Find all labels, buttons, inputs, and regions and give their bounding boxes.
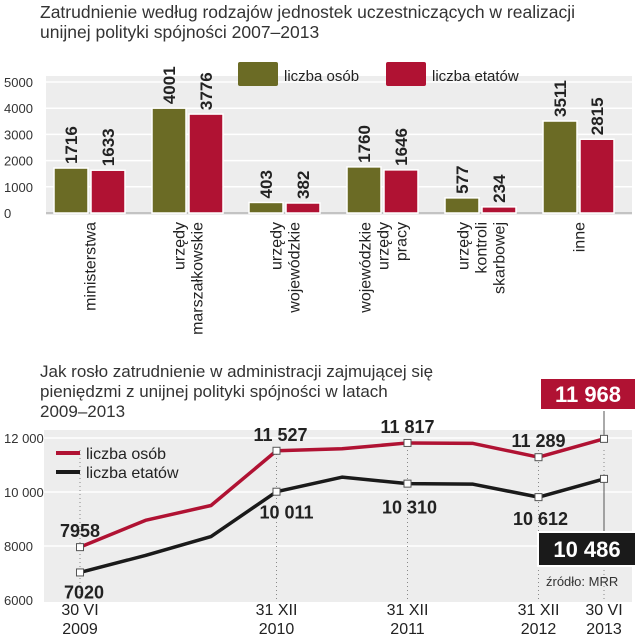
bar-chart: 0 1000 2000 3000 4000 5000 liczba osób liczba e… — [4, 62, 632, 335]
y-tick-label: 3000 — [4, 127, 33, 142]
category-label: urzędy — [172, 222, 189, 270]
bar-value-label: 3511 — [551, 80, 570, 117]
x-tick-label: 2010 — [259, 621, 295, 638]
y-tick-label: 6000 — [4, 593, 33, 608]
x-tick-label: 2012 — [521, 621, 557, 638]
plot-background — [44, 430, 632, 602]
y-tick-label: 8000 — [4, 539, 33, 554]
category-label: wojewódzkie — [287, 222, 304, 314]
y-tick-label: 5000 — [4, 75, 33, 90]
data-point-marker — [272, 487, 281, 496]
data-point-marker — [76, 568, 84, 577]
bar-etatow — [188, 113, 224, 214]
data-point-marker — [534, 453, 543, 462]
bar-osob — [346, 166, 382, 214]
source-note: źródło: MRR — [546, 574, 619, 589]
category-label: ministerstwa — [83, 222, 100, 311]
data-point-marker — [76, 543, 84, 552]
category-label: pracy — [394, 222, 411, 261]
bar-value-label: 1633 — [99, 128, 118, 166]
category-label: marszałkowskie — [190, 222, 207, 335]
x-tick-label: 2011 — [390, 621, 425, 638]
bar-value-label: 403 — [257, 170, 276, 198]
boxed-label-bg — [537, 531, 637, 567]
bar-value-label: 3776 — [197, 72, 216, 110]
data-point-marker — [600, 434, 608, 443]
bar-osob — [444, 197, 480, 214]
bar-osob — [248, 201, 284, 214]
legend-swatch-etatow — [386, 62, 426, 86]
series-line-osob — [79, 437, 605, 549]
category-label: inne — [572, 222, 589, 252]
point-value-label: 11 289 — [511, 431, 565, 451]
point-value-label: 10 310 — [382, 498, 437, 518]
bar-etatow — [481, 206, 517, 214]
legend-swatch-osob — [238, 62, 278, 86]
category-label: skarbowej — [492, 222, 509, 294]
data-point-marker — [403, 438, 412, 447]
bar-value-label: 2815 — [588, 97, 607, 135]
point-value-label: 11 817 — [380, 417, 434, 437]
data-point-marker — [403, 479, 412, 488]
data-point-marker — [272, 446, 281, 455]
bar-chart-title: Zatrudnienie według rodzajów jednostek u… — [40, 2, 575, 42]
y-tick-label: 0 — [4, 206, 11, 221]
legend-label-osob: liczba osób — [284, 68, 359, 85]
bar-value-label: 234 — [490, 174, 509, 203]
legend-label-etatow: liczba etatów — [432, 68, 519, 85]
bar-value-label: 4001 — [160, 66, 179, 104]
legend-label-osob: liczba osób — [86, 446, 166, 463]
y-tick-label: 2000 — [4, 154, 33, 169]
bar-etatow — [383, 169, 419, 214]
point-value-label: 7020 — [64, 582, 104, 602]
point-value-label: 10 011 — [259, 503, 313, 523]
x-tick-label: 2009 — [62, 621, 98, 638]
bar-value-label: 1646 — [392, 128, 411, 166]
line-chart-title: Jak rosło zatrudnienie w administracji z… — [40, 362, 434, 421]
boxed-value-label: 10 486 — [553, 537, 620, 562]
category-label: kontroli — [474, 222, 491, 274]
bar-value-label: 382 — [294, 171, 313, 199]
x-tick-label: 2013 — [586, 621, 622, 638]
point-value-label: 10 612 — [513, 509, 568, 529]
bar-osob — [151, 107, 187, 214]
x-tick-label: 30 VI — [585, 602, 622, 619]
x-tick-label: 31 XII — [518, 602, 560, 619]
x-tick-label: 31 XII — [387, 602, 429, 619]
x-tick-label: 30 VI — [61, 602, 98, 619]
bar-etatow — [579, 138, 615, 214]
plot-background — [46, 76, 632, 215]
category-label: urzędy — [269, 222, 286, 270]
data-point-marker — [600, 474, 608, 483]
bar-osob — [542, 120, 578, 214]
bar-value-label: 1716 — [62, 126, 81, 164]
bar-osob — [53, 167, 89, 214]
legend-label-etatow: liczba etatów — [86, 465, 179, 482]
category-label: wojewódzkie — [358, 222, 375, 314]
y-tick-label: 10 000 — [4, 485, 44, 500]
bar-etatow — [90, 169, 126, 214]
y-tick-label: 12 000 — [4, 431, 44, 446]
category-label: urzędy — [376, 222, 393, 270]
y-tick-label: 4000 — [4, 101, 33, 116]
point-value-label: 7958 — [60, 521, 100, 541]
bar-value-label: 1760 — [355, 125, 374, 163]
boxed-label-bg — [539, 377, 637, 411]
category-label: urzędy — [456, 222, 473, 270]
data-point-marker — [534, 493, 543, 502]
y-tick-label: 1000 — [4, 180, 33, 195]
x-tick-label: 31 XII — [256, 602, 298, 619]
boxed-value-label: 11 968 — [555, 382, 621, 407]
bar-value-label: 577 — [453, 166, 472, 194]
series-line-etatow — [79, 475, 605, 575]
bar-etatow — [285, 202, 321, 214]
point-value-label: 11 527 — [253, 425, 307, 445]
